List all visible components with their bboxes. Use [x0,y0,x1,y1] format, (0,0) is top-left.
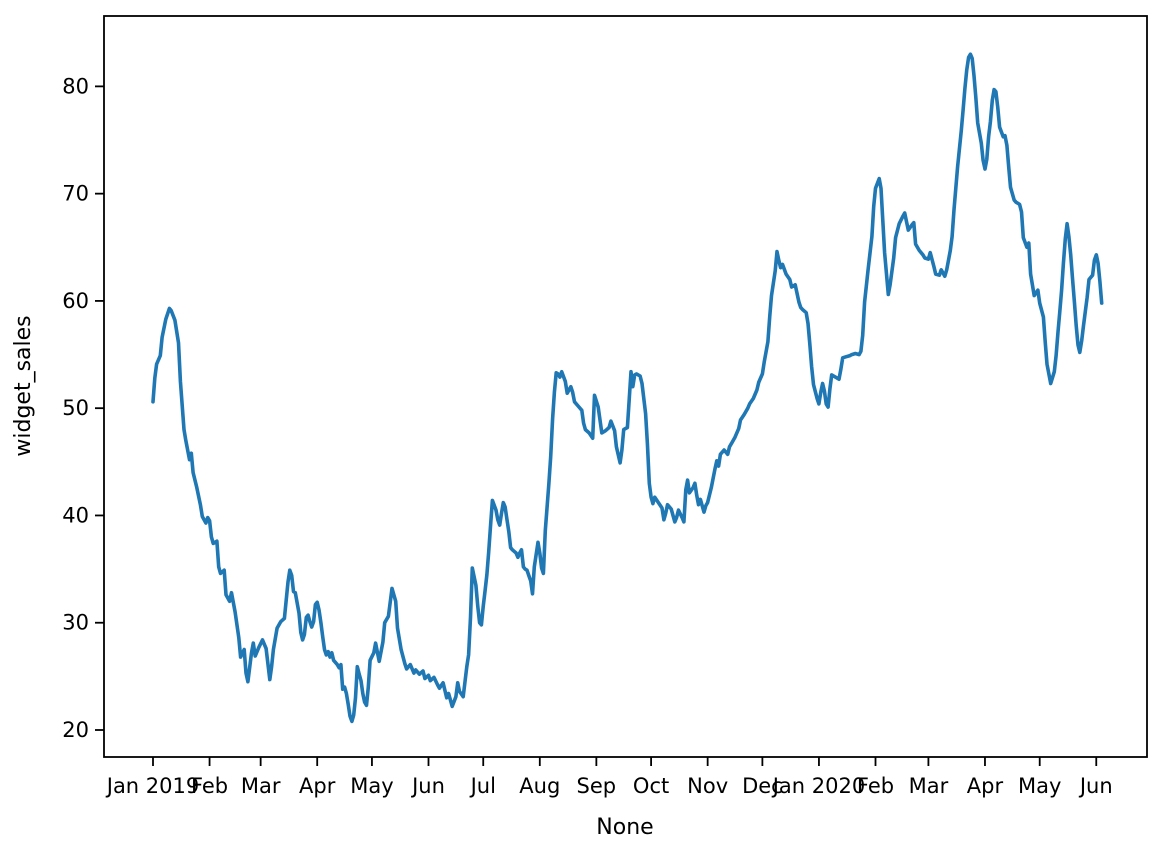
x-tick-label: May [1018,774,1061,798]
x-tick-label: Apr [967,774,1004,798]
x-tick-label: Dec [742,774,783,798]
x-tick-label: Nov [687,774,728,798]
x-tick-label: Jan 2019 [105,774,200,798]
x-axis-label: None [596,815,653,840]
x-tick-label: Oct [633,774,669,798]
y-tick-label: 20 [62,718,89,742]
x-tick-label: Jun [1078,774,1113,798]
x-tick-label: Feb [191,774,228,798]
y-tick-label: 50 [62,396,89,420]
x-tick-label: Apr [299,774,336,798]
y-axis-label: widget_sales [11,315,36,456]
x-tick-label: May [350,774,393,798]
y-tick-label: 60 [62,289,89,313]
y-tick-label: 40 [62,503,89,527]
x-tick-label: Sep [577,774,617,798]
x-tick-label: Feb [857,774,894,798]
x-tick-label: Mar [909,774,949,798]
widget-sales-line [151,52,1104,724]
y-tick-label: 80 [62,74,89,98]
x-tick-label: Aug [519,774,560,798]
x-tick-label: Jun [410,774,445,798]
x-tick-label: Jul [469,774,496,798]
x-tick-label: Jan 2020 [771,774,866,798]
y-tick-label: 30 [62,611,89,635]
x-tick-label: Mar [241,774,281,798]
y-tick-label: 70 [62,182,89,206]
y-axis-ticks: 20 30 40 50 60 70 80 [62,74,104,742]
plot-border [103,15,1148,758]
